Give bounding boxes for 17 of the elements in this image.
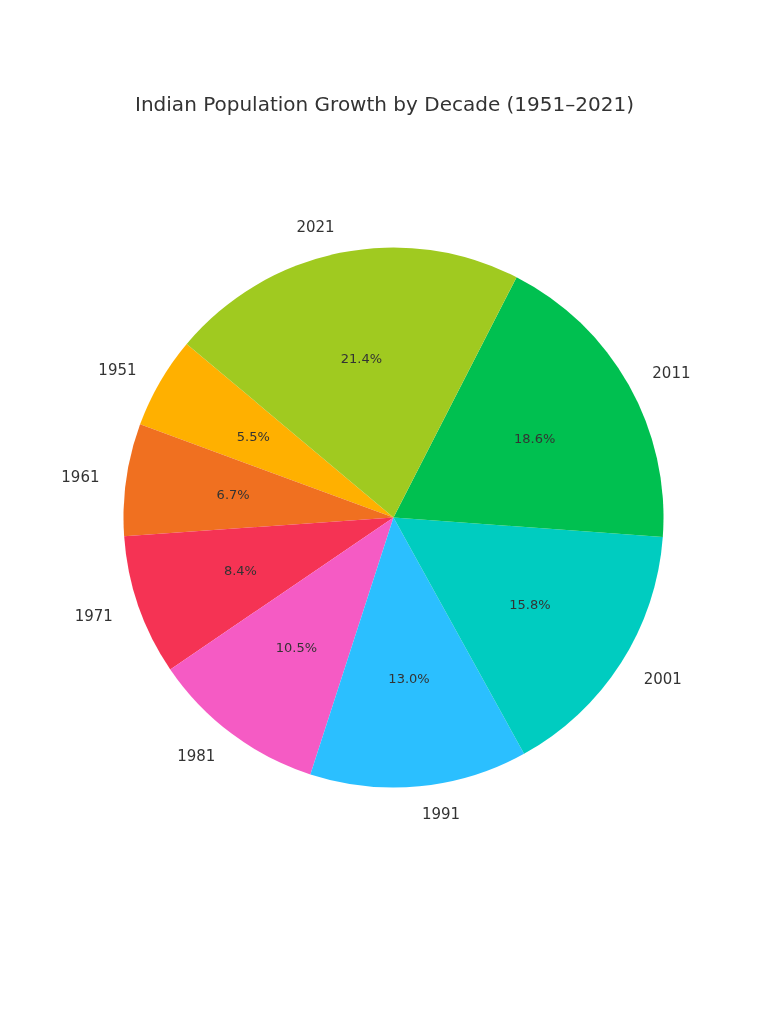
data-label: 18.6% (514, 430, 556, 446)
slice-label: 2021 (296, 218, 335, 237)
data-label: 6.7% (216, 487, 250, 503)
data-label: 10.5% (275, 639, 318, 655)
slice-label: 1951 (98, 360, 137, 379)
data-label: 5.5% (236, 428, 270, 444)
data-label: 13.0% (388, 671, 430, 687)
data-label: 8.4% (223, 563, 257, 579)
slice-label: 1961 (61, 467, 100, 486)
data-label: 15.8% (509, 597, 551, 613)
slice-label: 1981 (177, 747, 216, 766)
slice-label: 1991 (421, 805, 461, 824)
slice-label: 2001 (643, 669, 682, 688)
slice-label: 1971 (74, 606, 113, 625)
chart-title: Indian Population Growth by Decade (1951–2021) (135, 91, 634, 116)
data-label: 21.4% (340, 351, 383, 367)
slice-label: 2011 (652, 363, 691, 382)
